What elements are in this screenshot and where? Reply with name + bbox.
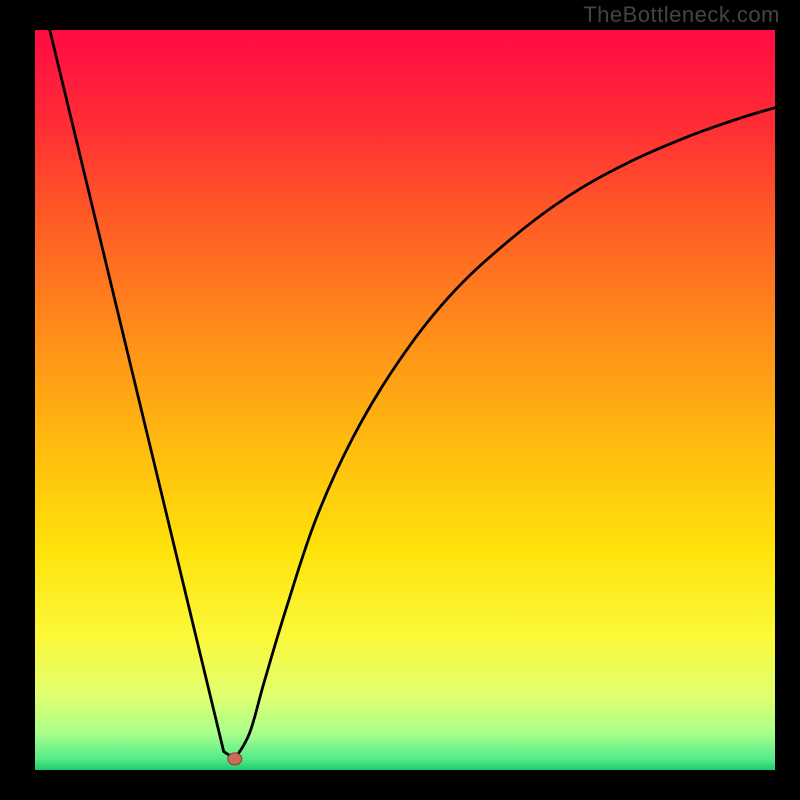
watermark-text: TheBottleneck.com — [583, 2, 780, 28]
minimum-marker — [228, 753, 242, 765]
chart-svg — [35, 30, 775, 770]
chart-background — [35, 30, 775, 770]
bottleneck-chart — [35, 30, 775, 770]
